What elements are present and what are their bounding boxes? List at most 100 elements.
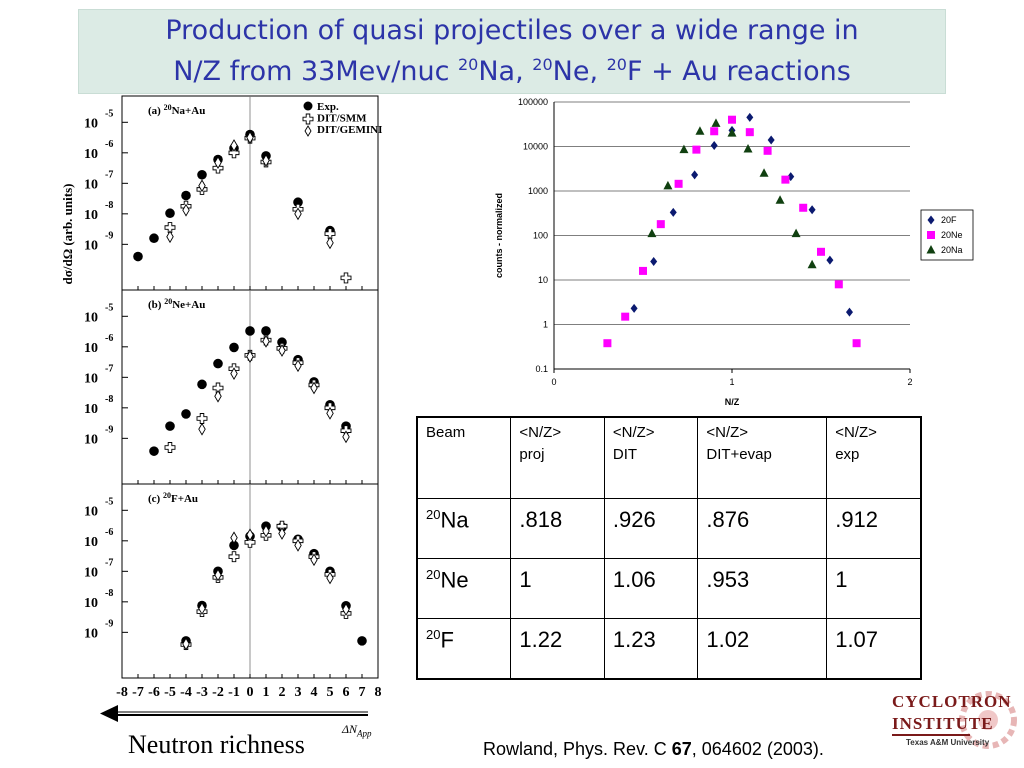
data-point-dit-gemini bbox=[214, 389, 222, 403]
data-point-triangle bbox=[663, 180, 673, 190]
data-point-triangle bbox=[727, 128, 737, 137]
data-point-exp bbox=[181, 190, 191, 201]
x-tick-label: 2 bbox=[907, 377, 912, 387]
data-point-square bbox=[799, 203, 808, 212]
title-sup-f: 20 bbox=[606, 55, 627, 74]
delta-n-app-label: ΔNApp bbox=[342, 722, 372, 738]
y-tick-exponent: -8 bbox=[105, 394, 113, 405]
header-line-1: <N/Z> bbox=[835, 424, 877, 441]
x-tick-label: -7 bbox=[132, 685, 144, 700]
y-tick-exponent: -7 bbox=[105, 363, 113, 374]
title-sup-ne: 20 bbox=[532, 55, 553, 74]
legend-marker-dit-gemini bbox=[304, 125, 312, 137]
nz-summary-table: Beam <N/Z> proj <N/Z> DIT <N/Z> DIT+evap <N… bbox=[416, 416, 922, 680]
data-point-exp bbox=[197, 379, 207, 390]
data-point-exp bbox=[213, 358, 223, 369]
logo-underline bbox=[892, 734, 970, 736]
data-point-exp bbox=[165, 421, 175, 431]
data-point-dit-gemini bbox=[198, 602, 206, 615]
data-point-diamond bbox=[746, 112, 754, 122]
x-tick-label: 7 bbox=[359, 685, 366, 700]
y-tick-exponent: -7 bbox=[105, 557, 113, 568]
table-beam-cell: 20Ne bbox=[416, 557, 512, 619]
data-point-dit-gemini bbox=[246, 528, 254, 542]
header-line-2: exp bbox=[835, 446, 860, 463]
table-cell: 1.23 bbox=[603, 617, 699, 680]
data-point-exp bbox=[149, 446, 159, 456]
citation-suffix: , 064602 (2003). bbox=[691, 739, 824, 759]
data-point-dit-gemini bbox=[294, 359, 302, 373]
data-point-exp bbox=[293, 197, 303, 208]
logo-line-3: Texas A&M University bbox=[906, 738, 990, 747]
y-tick-exponent: -7 bbox=[105, 169, 113, 180]
data-point-diamond bbox=[691, 170, 699, 180]
data-point-exp bbox=[357, 636, 367, 646]
neutron-richness-label: Neutron richness bbox=[128, 730, 305, 759]
x-axis-label: N/Z bbox=[725, 397, 740, 407]
data-point-square bbox=[745, 128, 754, 137]
x-tick-label: -6 bbox=[148, 685, 160, 700]
table-header-cell: <N/Z> DIT+evap bbox=[697, 416, 828, 499]
data-point-exp bbox=[197, 169, 207, 180]
table-row: 20Ne 1 1.06 .953 1 bbox=[416, 557, 922, 619]
data-point-dit-gemini bbox=[278, 344, 286, 357]
data-point-triangle bbox=[711, 118, 721, 127]
y-tick-label: 1000 bbox=[528, 186, 548, 196]
right-nz-distribution-chart: 100000 10000 1000 100 10 1 0.10 1 2 N/Z counts - n… bbox=[494, 97, 974, 407]
data-point-diamond bbox=[710, 141, 718, 151]
y-tick-label: 100000 bbox=[518, 97, 548, 107]
table-cell: 1.06 bbox=[603, 557, 699, 619]
data-point-exp bbox=[229, 342, 239, 353]
table-beam-cell: 20Na bbox=[416, 498, 512, 559]
title-part-f: F + Au reactions bbox=[626, 56, 851, 87]
y-tick-exponent: -5 bbox=[105, 496, 113, 507]
data-point-dit-gemini bbox=[246, 350, 254, 363]
panel-label-prefix: (b) bbox=[148, 299, 164, 311]
x-tick-label: 0 bbox=[551, 377, 556, 387]
y-tick-exponent: -8 bbox=[105, 588, 113, 599]
cyclotron-institute-logo: CYCLOTRON INSTITUTE Texas A&M University bbox=[888, 688, 1018, 764]
data-point-dit-gemini bbox=[342, 430, 350, 444]
data-point-dit-gemini bbox=[230, 139, 238, 152]
data-point-triangle bbox=[647, 228, 657, 238]
panel-label-sup: 20 bbox=[164, 297, 172, 306]
panel-label-prefix: (a) bbox=[148, 105, 164, 117]
legend-marker-exp bbox=[303, 101, 313, 111]
left-cross-section-figure: dσ/dΩ (arb. units) 10 -5 10 -6 10 -7 10 -8 10 -9 (a… bbox=[60, 95, 382, 700]
panel-label-rest: Na+Au bbox=[172, 105, 206, 117]
x-tick-label: -3 bbox=[196, 685, 208, 700]
table-cell: 1 bbox=[826, 557, 922, 619]
y-tick-exponent: -5 bbox=[105, 302, 113, 313]
x-tick-label: -8 bbox=[116, 685, 128, 700]
table-cell: 1 bbox=[510, 557, 605, 619]
data-point-dit-smm bbox=[164, 222, 176, 234]
table-header-cell: <N/Z> exp bbox=[826, 416, 922, 499]
data-point-diamond bbox=[826, 255, 834, 265]
logo-swirl-ring bbox=[959, 691, 1017, 749]
data-point-square bbox=[710, 127, 719, 136]
legend-label: 20F bbox=[941, 215, 957, 225]
data-point-dit-gemini bbox=[246, 131, 254, 144]
data-point-square bbox=[674, 179, 683, 188]
beam-element: Na bbox=[440, 507, 469, 533]
title-line-2-prefix: N/Z from 33Mev/nuc bbox=[173, 56, 458, 87]
y-tick-label: 0.1 bbox=[535, 364, 548, 374]
y-tick-label: 10 bbox=[84, 177, 98, 192]
data-point-exp bbox=[277, 337, 287, 348]
y-tick-label: 10 bbox=[84, 626, 98, 641]
title-line-2: N/Z from 33Mev/nuc 20Na, 20Ne, 20F + Au … bbox=[173, 48, 851, 89]
x-tick-label: 5 bbox=[327, 685, 334, 700]
table-cell: 1.02 bbox=[697, 617, 828, 680]
y-tick-label: 10 bbox=[84, 208, 98, 223]
y-tick-label: 10 bbox=[84, 504, 98, 519]
data-point-dit-smm bbox=[244, 536, 256, 548]
y-tick-label: 10 bbox=[84, 565, 98, 580]
x-tick-label: 2 bbox=[279, 685, 286, 700]
x-tick-label: 1 bbox=[729, 377, 734, 387]
data-point-dit-gemini bbox=[262, 154, 270, 167]
y-tick-label: 10 bbox=[538, 275, 548, 285]
y-tick-label: 10 bbox=[84, 402, 98, 417]
data-point-dit-gemini bbox=[278, 527, 286, 540]
beam-element: F bbox=[440, 627, 454, 653]
legend-label: 20Ne bbox=[941, 230, 963, 240]
